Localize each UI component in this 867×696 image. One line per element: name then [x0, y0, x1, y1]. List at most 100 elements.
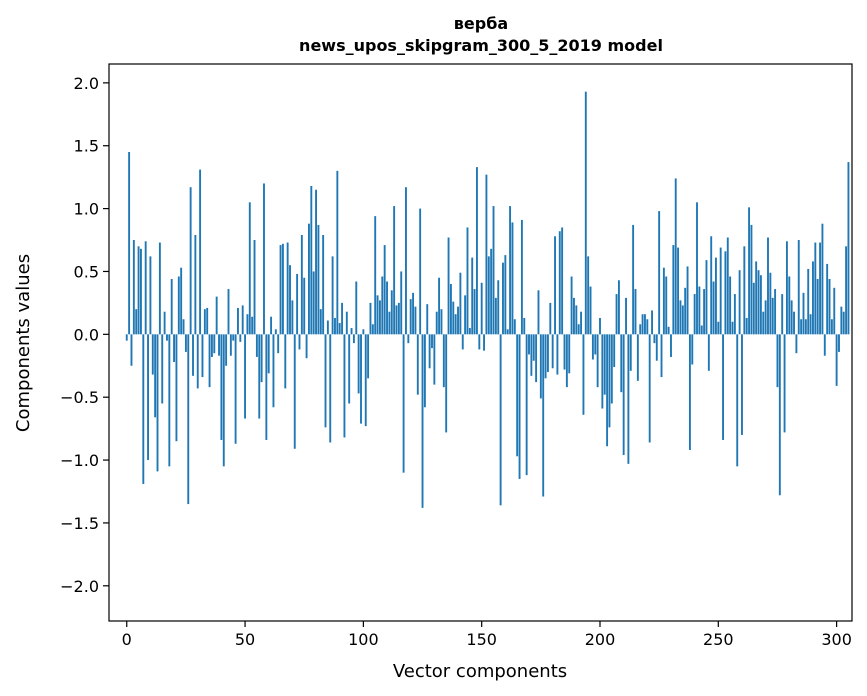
bar	[279, 245, 282, 335]
bar	[691, 334, 694, 365]
bar	[213, 334, 216, 354]
bar	[833, 287, 836, 335]
bar	[239, 334, 242, 342]
y-axis-label: Components values	[13, 254, 34, 432]
bar	[303, 277, 306, 335]
bar	[795, 334, 798, 354]
bar	[767, 237, 769, 335]
bar	[741, 334, 743, 435]
bar	[277, 334, 280, 354]
bar	[274, 329, 277, 335]
bar	[556, 334, 559, 375]
bar	[438, 277, 441, 335]
bar	[781, 294, 784, 335]
bar	[679, 300, 682, 335]
bar	[603, 334, 606, 395]
bar	[620, 334, 623, 393]
bar	[632, 224, 635, 335]
bar	[329, 334, 332, 443]
ticks-group: 0 50 100 150 200 250 300 −2.0 −1.5 −1.0 −0.5 0.0 0.5…	[60, 74, 852, 649]
bar	[667, 326, 670, 335]
bar	[511, 222, 514, 335]
bar	[147, 334, 149, 461]
bar	[845, 246, 848, 335]
bar	[253, 240, 256, 335]
bar	[542, 334, 545, 497]
bar	[821, 223, 824, 335]
bar	[476, 167, 478, 335]
bar	[215, 296, 218, 335]
bar	[835, 334, 838, 386]
bar	[587, 256, 590, 335]
bar	[367, 334, 370, 379]
bar	[345, 311, 348, 335]
bar	[674, 178, 677, 335]
bar	[187, 334, 190, 505]
bar	[419, 208, 422, 335]
bar	[490, 248, 493, 335]
bar	[386, 281, 388, 335]
bar	[478, 334, 481, 350]
bar	[487, 256, 490, 335]
bar	[390, 290, 393, 335]
bar	[558, 231, 561, 335]
bar	[769, 272, 772, 335]
bar	[281, 243, 284, 335]
bar	[170, 279, 173, 335]
bar	[308, 223, 310, 335]
bar	[326, 320, 329, 335]
bar	[232, 334, 235, 341]
y-tick-label: 0.5	[74, 262, 99, 281]
bar	[144, 241, 147, 335]
bar	[764, 300, 767, 335]
bar	[554, 236, 556, 335]
bar	[402, 334, 405, 473]
bar	[528, 334, 530, 355]
bar	[447, 237, 450, 335]
bar	[305, 334, 308, 359]
bar	[407, 334, 410, 344]
bar	[485, 174, 488, 335]
bar	[331, 256, 334, 335]
bar	[698, 286, 701, 335]
bar	[457, 306, 459, 335]
bar	[693, 294, 696, 335]
bar	[471, 257, 474, 335]
bar	[743, 246, 746, 335]
bar	[400, 271, 403, 335]
bar	[738, 270, 741, 335]
y-tick-label: −1.0	[60, 451, 99, 470]
bar	[771, 297, 774, 335]
bar	[132, 240, 135, 335]
bar	[615, 294, 618, 335]
bar	[449, 284, 452, 335]
bar	[809, 314, 812, 335]
bar	[577, 324, 580, 335]
bar	[177, 276, 180, 335]
bar	[606, 334, 609, 447]
bar	[546, 334, 549, 373]
bar	[790, 300, 793, 335]
bar	[464, 295, 467, 335]
bar	[608, 334, 611, 428]
bar	[182, 319, 185, 335]
bar	[582, 334, 585, 415]
bar	[502, 262, 504, 335]
bar	[300, 235, 303, 335]
bar	[714, 257, 717, 335]
bars-group	[125, 91, 850, 508]
bar	[130, 334, 133, 366]
bar	[509, 206, 512, 335]
x-tick-label: 50	[235, 630, 255, 649]
bar	[826, 263, 829, 335]
bar	[364, 334, 367, 427]
bar	[163, 311, 166, 335]
bar	[561, 227, 564, 335]
bar	[828, 279, 831, 335]
bar	[341, 302, 344, 335]
bar	[357, 334, 360, 394]
x-tick-label: 150	[466, 630, 497, 649]
bar	[324, 334, 327, 428]
bar	[520, 219, 523, 335]
bar	[267, 334, 270, 374]
